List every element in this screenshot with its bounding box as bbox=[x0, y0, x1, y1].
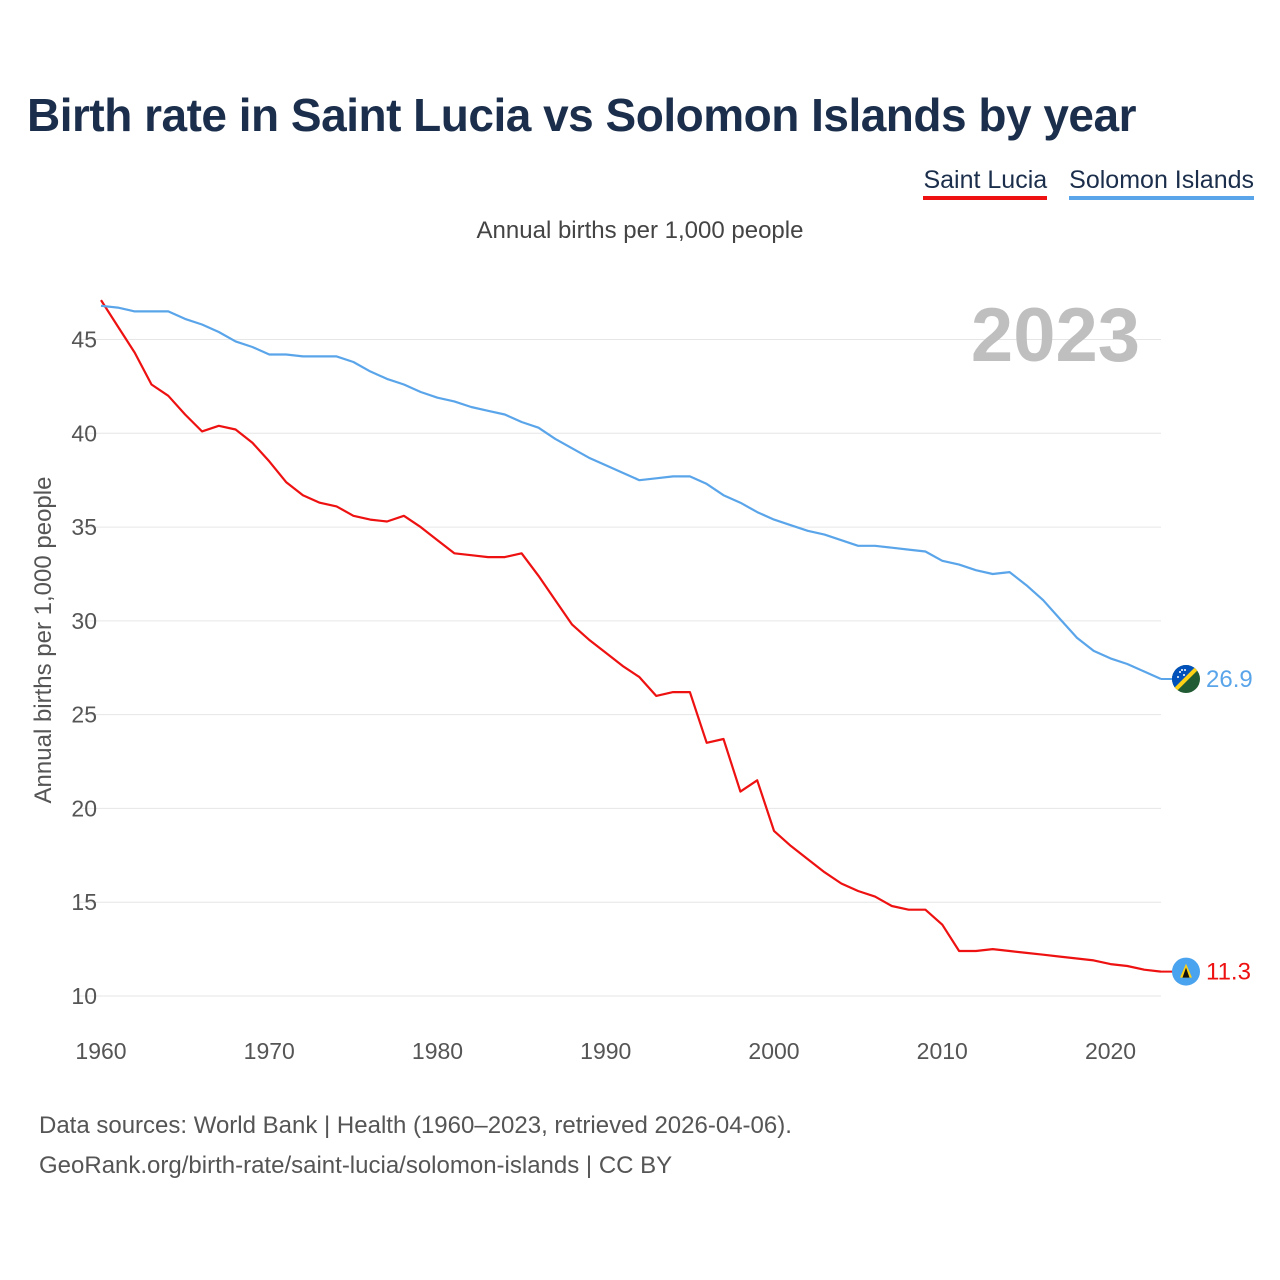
x-tick-label: 2010 bbox=[917, 1038, 968, 1064]
gridlines bbox=[78, 339, 1161, 997]
series-lines bbox=[100, 299, 1162, 973]
end-value-label: 26.9 bbox=[1206, 666, 1253, 693]
end-markers: 11.3 26.9 bbox=[1161, 665, 1253, 986]
saint-lucia-flag-icon bbox=[1172, 957, 1200, 986]
x-tick-label: 2000 bbox=[748, 1038, 799, 1064]
chart-subtitle: Annual births per 1,000 people bbox=[476, 217, 804, 244]
footer: Data sources: World Bank | Health (1960–… bbox=[39, 1106, 792, 1186]
y-tick-label: 15 bbox=[71, 889, 97, 915]
y-tick-label: 35 bbox=[71, 514, 97, 540]
series-line-solomon-islands[interactable] bbox=[100, 304, 1162, 681]
end-value-label: 11.3 bbox=[1206, 959, 1251, 986]
y-tick-label: 30 bbox=[71, 608, 97, 634]
x-axis-ticks: 1960 1970 1980 1990 2000 2010 2020 bbox=[75, 1038, 1136, 1064]
data-sources-text: Data sources: World Bank | Health (1960–… bbox=[39, 1112, 792, 1139]
y-axis-label: Annual births per 1,000 people bbox=[30, 477, 57, 804]
y-tick-label: 20 bbox=[71, 795, 97, 821]
y-tick-label: 10 bbox=[71, 983, 97, 1009]
y-tick-label: 25 bbox=[71, 702, 97, 728]
x-tick-label: 2020 bbox=[1085, 1038, 1136, 1064]
x-tick-label: 1990 bbox=[580, 1038, 631, 1064]
y-axis-ticks: 10 15 20 25 30 35 40 45 bbox=[71, 327, 97, 1009]
legend: Saint Lucia Solomon Islands bbox=[923, 166, 1254, 200]
solomon-islands-flag-icon bbox=[1172, 665, 1200, 694]
x-tick-label: 1970 bbox=[244, 1038, 295, 1064]
series-line-saint-lucia[interactable] bbox=[100, 299, 1162, 973]
chart-title: Birth rate in Saint Lucia vs Solomon Isl… bbox=[27, 89, 1136, 141]
y-tick-label: 40 bbox=[71, 420, 97, 446]
source-url-text[interactable]: GeoRank.org/birth-rate/saint-lucia/solom… bbox=[39, 1152, 673, 1179]
year-watermark: 2023 bbox=[971, 293, 1140, 378]
y-tick-label: 45 bbox=[71, 327, 97, 353]
legend-item-saint-lucia[interactable]: Saint Lucia bbox=[923, 166, 1048, 200]
x-tick-label: 1980 bbox=[412, 1038, 463, 1064]
x-tick-label: 1960 bbox=[75, 1038, 126, 1064]
legend-item-solomon-islands[interactable]: Solomon Islands bbox=[1069, 166, 1254, 200]
